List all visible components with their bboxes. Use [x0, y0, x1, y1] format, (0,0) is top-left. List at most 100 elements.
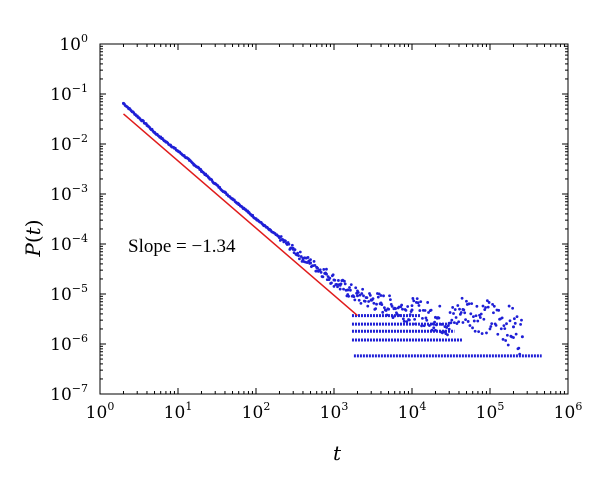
data-point — [389, 298, 392, 302]
x-tick-label: 104 — [398, 400, 427, 423]
data-point — [438, 304, 442, 308]
data-point — [254, 217, 258, 221]
data-point — [492, 311, 495, 315]
data-point — [382, 294, 385, 298]
data-point — [463, 311, 467, 315]
data-point — [504, 339, 508, 342]
x-tick-label-base: 10 — [242, 403, 264, 423]
data-point — [359, 301, 363, 305]
data-point — [427, 311, 430, 314]
data-point — [517, 346, 521, 350]
data-point — [335, 283, 339, 286]
data-point — [159, 135, 163, 139]
data-point — [482, 317, 486, 321]
data-point — [246, 210, 250, 214]
data-point — [520, 318, 523, 322]
data-point — [487, 301, 491, 304]
data-point — [367, 300, 371, 303]
data-point — [492, 304, 496, 308]
x-tick-label-base: 10 — [476, 403, 498, 423]
data-point — [231, 197, 235, 201]
y-tick-label: 10−4 — [50, 232, 88, 255]
data-point — [297, 254, 300, 258]
data-point — [423, 309, 427, 312]
data-point — [343, 282, 347, 286]
data-point — [207, 176, 211, 180]
data-point — [418, 309, 422, 312]
x-tick-label-base: 10 — [86, 403, 108, 423]
y-tick-label-exp: −3 — [72, 182, 88, 195]
data-point — [433, 315, 437, 319]
y-axis-label-base: P — [21, 243, 45, 258]
data-point — [466, 320, 470, 323]
data-point — [401, 317, 405, 321]
x-tick-label-base: 10 — [320, 403, 342, 423]
y-tick-label-exp: 0 — [81, 32, 88, 45]
data-point — [486, 305, 490, 309]
data-point — [121, 101, 125, 105]
data-point — [468, 324, 472, 327]
data-point — [467, 302, 471, 306]
y-tick-label: 10−7 — [50, 382, 88, 405]
data-point — [469, 312, 473, 316]
x-tick-label: 105 — [476, 400, 505, 423]
data-point — [460, 296, 464, 300]
x-tick-label-exp: 2 — [263, 400, 270, 413]
data-point — [519, 322, 522, 326]
data-point — [318, 268, 322, 272]
data-point — [352, 295, 356, 299]
x-tick-label: 106 — [554, 400, 583, 423]
data-point — [455, 322, 459, 325]
x-tick-labels: 100 101 102 103 104 105 106 — [86, 400, 583, 423]
y-tick-label-base: 10 — [59, 35, 81, 55]
x-tick-label-exp: 0 — [107, 400, 114, 413]
data-point — [168, 143, 172, 147]
data-point — [410, 308, 414, 312]
data-point — [363, 299, 367, 303]
data-point — [419, 300, 423, 304]
y-tick-label-base: 10 — [50, 135, 72, 155]
y-tick-label: 10−2 — [50, 132, 88, 155]
x-tick-label-base: 10 — [164, 403, 186, 423]
data-point — [379, 301, 383, 305]
y-axis-label-arg: t — [21, 226, 45, 235]
data-point — [458, 307, 461, 311]
data-point — [452, 312, 455, 315]
data-point — [425, 318, 429, 322]
data-point — [153, 130, 157, 134]
data-point — [305, 261, 309, 264]
data-point — [322, 268, 326, 271]
data-point — [319, 270, 323, 274]
data-point — [361, 287, 365, 291]
x-axis-label: t — [333, 441, 342, 465]
data-point — [374, 307, 378, 311]
data-point — [412, 299, 416, 303]
data-point — [187, 158, 191, 162]
data-point — [421, 317, 424, 320]
data-point — [400, 303, 404, 307]
data-point — [505, 322, 508, 326]
data-point — [213, 182, 217, 186]
data-point — [284, 239, 287, 243]
y-tick-label-base: 10 — [50, 285, 72, 305]
data-point — [337, 279, 340, 282]
y-tick-label: 10−5 — [50, 282, 88, 305]
data-point — [357, 298, 361, 302]
data-point — [512, 336, 515, 339]
data-point — [450, 318, 454, 322]
data-point — [448, 311, 452, 314]
data-point — [514, 332, 518, 336]
data-point — [451, 306, 455, 309]
data-point — [321, 275, 325, 279]
data-point — [457, 320, 461, 324]
data-point — [196, 165, 200, 169]
data-point — [497, 308, 501, 312]
y-tick-label-exp: −7 — [72, 382, 88, 395]
data-point — [416, 301, 420, 305]
data-point — [377, 292, 381, 296]
data-point — [417, 304, 421, 307]
data-point — [437, 316, 441, 320]
data-point — [291, 247, 295, 251]
data-point — [511, 325, 515, 329]
data-point — [348, 288, 352, 292]
